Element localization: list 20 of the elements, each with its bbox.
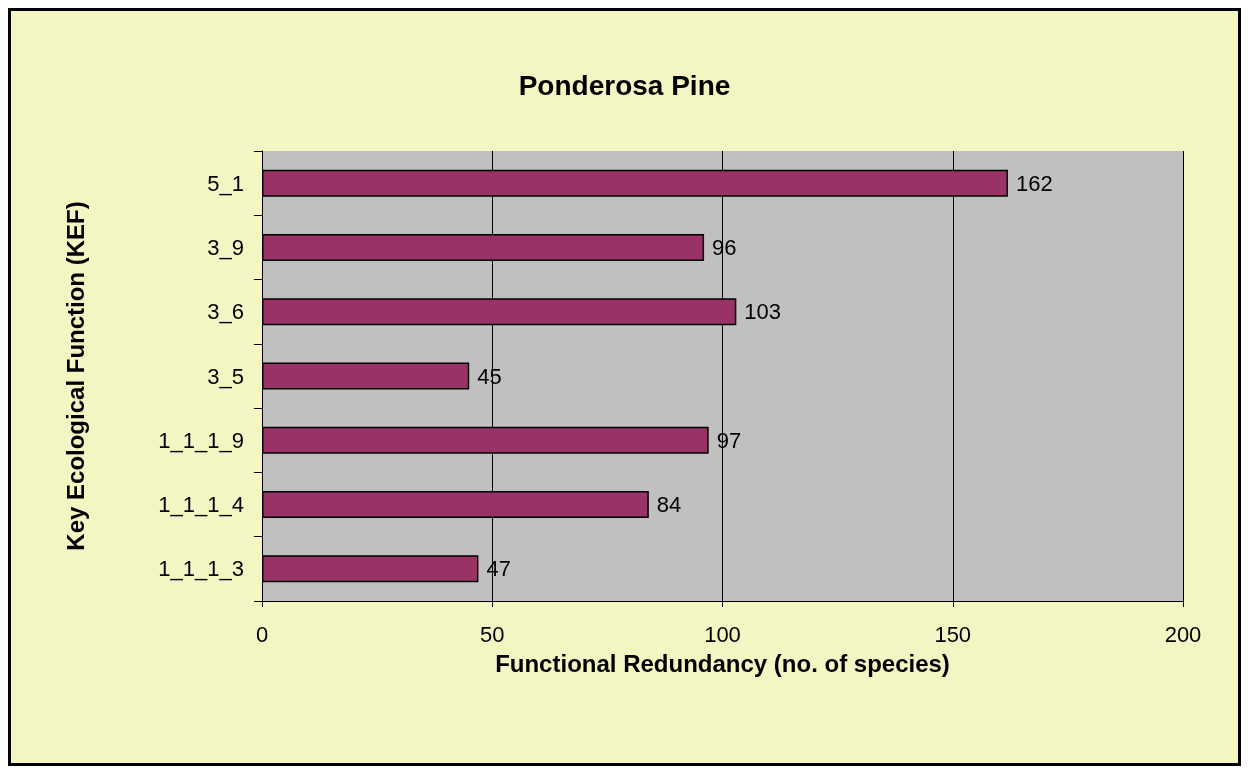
x-tick-label: 50 (480, 621, 505, 647)
bar (262, 555, 479, 583)
y-tick-label: 1_1_1_4 (158, 492, 244, 518)
bar (262, 362, 470, 390)
data-label: 103 (744, 299, 782, 325)
y-tick-label: 3_5 (207, 363, 244, 389)
y-tick-label: 1_1_1_3 (158, 556, 244, 582)
x-tick-label: 150 (934, 621, 972, 647)
data-label: 84 (656, 492, 682, 518)
data-label: 162 (1016, 170, 1053, 196)
y-tick-label: 1_1_1_9 (158, 427, 244, 453)
chart-title: Ponderosa Pine (518, 69, 731, 101)
x-tick-label: 0 (255, 621, 269, 647)
y-tick-label: 3_6 (207, 299, 244, 325)
x-tick-label: 200 (1164, 621, 1202, 647)
y-axis-title: Key Ecological Function (KEF) (61, 201, 89, 551)
x-tick-label: 100 (704, 621, 741, 647)
y-tick-label: 5_1 (207, 170, 244, 196)
x-axis-title: Functional Redundancy (no. of species) (495, 649, 950, 677)
y-tick-label: 3_9 (207, 234, 244, 260)
